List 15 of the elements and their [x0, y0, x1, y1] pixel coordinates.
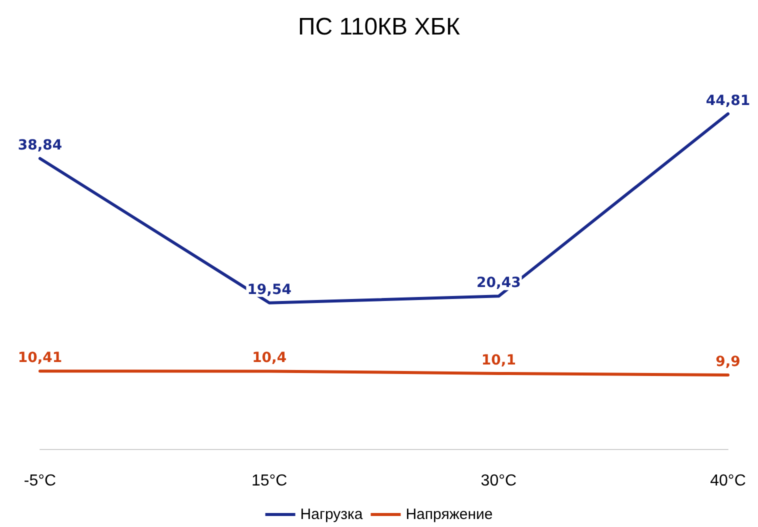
- data-label: 10,1: [481, 352, 516, 368]
- data-label: 19,54: [247, 282, 292, 298]
- chart-title: ПС 110КВ ХБК: [298, 14, 460, 40]
- legend-label: Напряжение: [406, 506, 493, 523]
- x-tick-label: -5°C: [24, 472, 56, 490]
- legend-label: Нагрузка: [300, 506, 364, 523]
- data-label: 44,81: [706, 92, 750, 109]
- data-label: 10,41: [18, 350, 62, 366]
- data-label: 9,9: [716, 354, 740, 370]
- data-label: 38,84: [18, 137, 62, 154]
- x-tick-label: 40°C: [710, 472, 746, 490]
- x-tick-label: 30°C: [480, 472, 517, 490]
- x-tick-label: 15°C: [251, 472, 288, 490]
- data-label: 10,4: [252, 350, 287, 366]
- data-label: 20,43: [476, 275, 521, 292]
